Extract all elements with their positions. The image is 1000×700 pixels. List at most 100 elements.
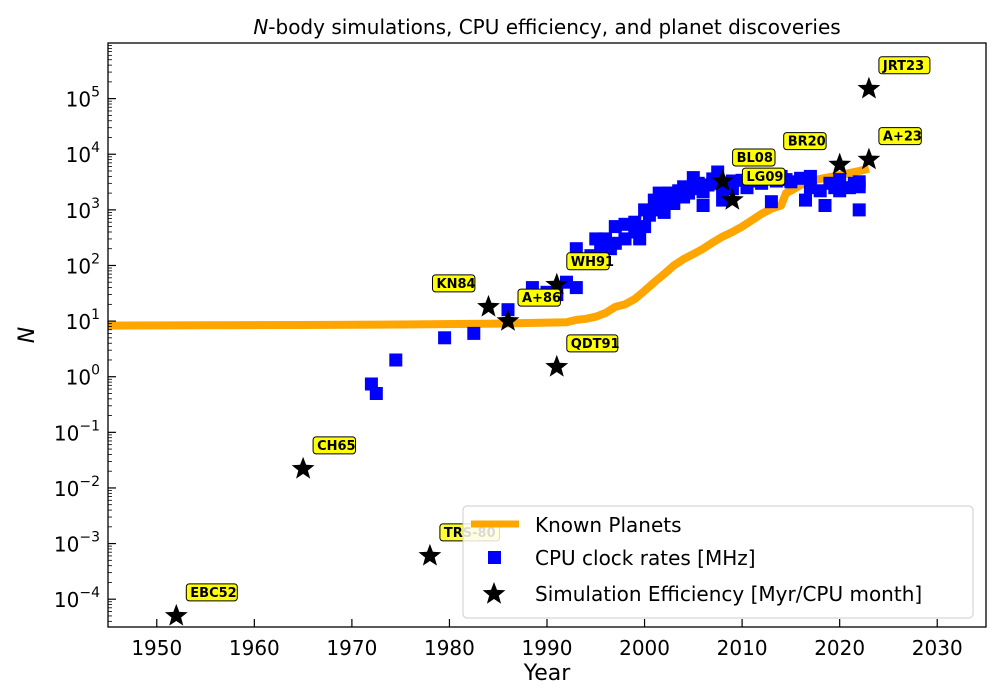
chart-title-italic: N — [253, 15, 268, 39]
simulation-label: KN84 — [432, 274, 476, 293]
cpu-point — [389, 353, 403, 367]
y-tick-label: 103 — [66, 196, 100, 223]
axis-ticks: 1950 1960 1970 1980 1990 2000 2010 2020 2030 10−4… — [54, 45, 963, 660]
simulation-label-box — [566, 334, 619, 353]
simulation-label-box — [432, 274, 476, 293]
y-tick-label: 10−1 — [54, 418, 100, 445]
legend-box — [462, 505, 974, 619]
y-tick-label: 100 — [66, 363, 100, 390]
cpu-point — [803, 181, 817, 195]
cpu-point — [696, 199, 710, 212]
simulation-label-box — [783, 132, 827, 151]
chart-title-rest: -body simulations, CPU efficiency, and p… — [268, 15, 840, 39]
simulation-label-text: JRT23 — [882, 59, 924, 74]
cpu-point — [369, 387, 383, 400]
cpu-point — [618, 217, 632, 231]
x-axis-title: Year — [523, 661, 572, 686]
cpu-point — [818, 199, 832, 212]
y-tick-label: 10−4 — [54, 585, 100, 612]
simulation-star — [291, 456, 315, 479]
y-tick-label: 105 — [66, 85, 100, 112]
cpu-point — [618, 232, 632, 246]
legend-cpu-label: CPU clock rates [MHz] — [535, 546, 756, 570]
simulation-label-box — [878, 127, 922, 146]
simulation-label-box — [185, 583, 238, 602]
simulation-star — [720, 188, 744, 210]
legend-planets-label: Known Planets — [535, 513, 682, 537]
legend-efficiency-label: Simulation Efficiency [Myr/CPU month] — [535, 582, 922, 606]
simulation-star — [496, 309, 520, 331]
simulation-label-text: BR20 — [788, 135, 826, 150]
x-tick-label: 2000 — [619, 636, 670, 660]
simulation-label: BL08 — [732, 148, 776, 167]
legend-star-swatch — [482, 582, 506, 604]
x-tick-label: 2020 — [814, 636, 865, 660]
legend: Known Planets CPU clock rates [MHz] Simu… — [462, 505, 974, 619]
cpu-point — [794, 171, 808, 185]
cpu-point — [569, 281, 583, 295]
simulation-label: CH65 — [312, 436, 357, 455]
simulation-label: QDT91 — [566, 334, 620, 353]
simulation-star — [828, 152, 852, 175]
x-tick-label: 1980 — [424, 636, 475, 660]
annotation-labels: EBC52CH65TRS-80KN84A+86WH91QDT91BL08LG09… — [185, 56, 931, 602]
simulation-label-box — [517, 288, 561, 307]
legend-cpu-swatch — [488, 551, 501, 564]
simulation-label: EBC52 — [185, 583, 238, 602]
cpu-point — [633, 232, 647, 246]
cpu-point — [667, 197, 681, 210]
y-tick-label: 10−3 — [54, 530, 100, 557]
y-tick-label: 101 — [66, 307, 100, 334]
x-tick-label: 1960 — [229, 636, 280, 660]
simulation-star — [545, 272, 569, 295]
simulation-star — [857, 147, 881, 170]
cpu-point — [852, 175, 866, 189]
simulation-label-text: KN84 — [437, 277, 476, 292]
simulation-label-box — [312, 436, 357, 455]
simulation-label-text: WH91 — [571, 255, 614, 270]
y-axis-title: N — [15, 327, 40, 343]
simulation-star — [545, 354, 569, 377]
x-tick-label: 1950 — [131, 636, 182, 660]
legend-star-icon — [482, 582, 506, 604]
cpu-point — [647, 203, 661, 217]
y-tick-label: 104 — [66, 140, 100, 167]
simulation-label: BR20 — [783, 132, 827, 151]
simulation-label-text: LG09 — [746, 170, 783, 185]
y-tick-label: 102 — [66, 251, 100, 278]
simulation-label-text: CH65 — [317, 439, 356, 454]
simulation-label: A+86 — [517, 288, 561, 307]
simulation-star — [164, 603, 188, 626]
cpu-point — [764, 195, 778, 209]
simulation-label-text: EBC52 — [190, 586, 236, 601]
simulation-star — [418, 543, 442, 566]
simulation-label-box — [878, 56, 931, 75]
simulation-star — [477, 294, 500, 317]
cpu-point — [569, 242, 583, 256]
simulation-label: LG09 — [741, 167, 786, 186]
simulation-label-box — [741, 167, 786, 186]
y-tick-label: 10−2 — [54, 474, 100, 501]
simulation-star — [711, 169, 734, 191]
simulation-label: JRT23 — [878, 56, 931, 75]
cpu-point — [803, 169, 817, 183]
simulation-label-text: A+23 — [883, 130, 922, 145]
x-tick-label: 1970 — [326, 636, 377, 660]
simulation-label-text: QDT91 — [571, 337, 620, 352]
simulation-label-box — [566, 252, 610, 271]
simulation-label: A+23 — [878, 127, 922, 146]
cpu-point — [467, 326, 481, 340]
chart-title: N-body simulations, CPU efficiency, and … — [253, 15, 840, 39]
cpu-point — [438, 331, 452, 345]
cpu-point — [852, 203, 866, 217]
x-tick-label: 2030 — [912, 636, 963, 660]
cpu-point — [628, 215, 642, 229]
cpu-point — [799, 193, 812, 207]
simulation-label-box — [732, 148, 776, 167]
simulation-label-text: BL08 — [737, 151, 773, 166]
x-tick-label: 1990 — [522, 636, 573, 660]
cpu-point — [638, 220, 652, 234]
x-tick-label: 2010 — [717, 636, 768, 660]
cpu-point — [599, 232, 612, 246]
